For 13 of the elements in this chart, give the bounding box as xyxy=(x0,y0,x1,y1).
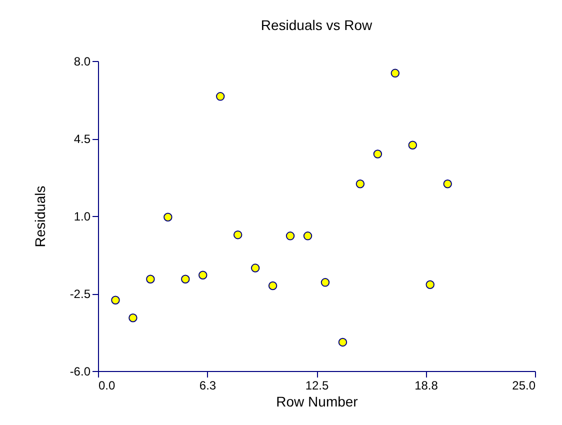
chart-title: Residuals vs Row xyxy=(260,17,374,33)
y-tick-label: -2.5 xyxy=(70,287,91,301)
y-tick-label: 4.5 xyxy=(74,132,91,146)
y-tick-label: 8.0 xyxy=(74,54,91,68)
x-tick-label: 18.8 xyxy=(414,378,438,392)
x-tick-label: 6.3 xyxy=(199,378,216,392)
x-axis-title: Row Number xyxy=(276,394,358,410)
x-tick-label: 0.0 xyxy=(98,378,116,392)
y-axis-title: Residuals xyxy=(32,186,48,248)
y-tick-label: 1.0 xyxy=(74,210,91,224)
x-tick-label: 12.5 xyxy=(305,378,329,392)
x-tick-label: 25.0 xyxy=(512,378,536,392)
y-tick-label: -6.0 xyxy=(70,364,91,378)
